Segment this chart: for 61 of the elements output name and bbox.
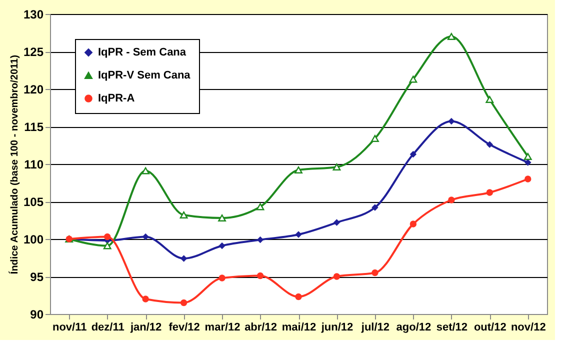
legend-label: IqPR-A [98,92,135,104]
point [142,296,149,302]
y-tick-label: 120 [23,82,44,96]
x-tick-label: mar/12 [204,322,240,334]
y-tick-label: 110 [24,158,44,172]
x-tick-label: dez/11 [91,322,124,334]
x-tick-label: jan/12 [129,322,162,334]
y-tick-label: 125 [23,45,44,59]
x-tick-label: ago/12 [396,322,432,334]
point [372,204,378,211]
y-tick-label: 115 [24,120,44,134]
y-tick-label: 90 [30,308,44,322]
point [333,273,340,280]
point [372,269,378,276]
y-tick-label: 105 [23,195,44,209]
point [332,163,341,171]
y-tick-label: 130 [23,8,44,22]
point [256,272,264,280]
x-tick-label: nov/11 [52,322,87,334]
y-tick-label: 95 [30,270,44,284]
point [142,233,149,240]
point [524,152,532,160]
point [333,219,340,226]
x-tick-label: out/12 [474,322,506,334]
point [409,76,418,83]
x-tick-label: mai/12 [282,322,316,334]
point [486,96,494,104]
x-tick-label: jul/12 [360,322,390,334]
point [256,236,264,244]
point [180,299,188,306]
point [218,214,226,222]
y-tick-label: 100 [23,232,44,246]
point [104,233,111,240]
x-tick-label: jun/12 [320,322,354,334]
point [103,242,112,250]
point [371,134,379,142]
point [142,167,150,174]
point [294,166,302,174]
point [256,203,264,210]
x-tick-label: fev/12 [168,322,200,334]
x-tick-label: set/12 [436,322,468,334]
point [410,150,417,158]
point [295,293,302,300]
y-axis-title: Índice Acumulado (base 100 - novembro/2011) [8,54,20,274]
point [218,242,226,250]
x-tick-label: abr/12 [244,322,277,334]
point [218,274,226,282]
legend-label: IqPR - Sem Cana [98,46,187,58]
point [486,141,494,148]
point [180,211,188,219]
point [524,176,532,182]
point [524,159,532,166]
point [447,32,456,40]
point [486,189,494,196]
x-tick-label: nov/12 [510,322,546,334]
point [295,231,302,238]
legend-label: IqPR-V Sem Cana [98,70,192,82]
point [180,255,188,262]
point [448,196,455,204]
point [448,118,455,125]
point [410,220,417,228]
